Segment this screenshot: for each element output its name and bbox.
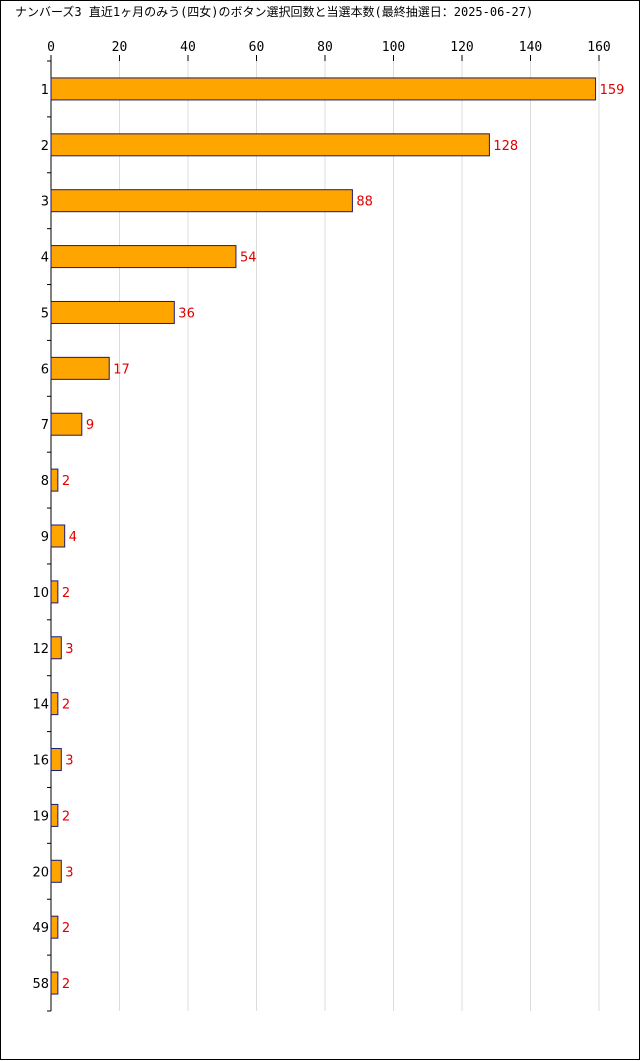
category-label-58: 58 [32,977,49,992]
value-label-49: 2 [62,921,70,936]
bar-1 [50,77,597,101]
category-label-20: 20 [32,865,49,880]
value-label-14: 2 [62,698,70,713]
category-label-9: 9 [41,530,49,545]
bar-20 [50,859,62,883]
bar-4 [50,245,237,269]
bar-10 [50,580,59,604]
category-label-16: 16 [32,754,49,769]
bar-2 [50,133,490,157]
value-label-12: 3 [65,642,73,657]
value-label-8: 2 [62,474,70,489]
category-label-19: 19 [32,809,49,824]
category-label-1: 1 [41,83,49,98]
bar-8 [50,468,59,492]
x-tick-label-0: 0 [47,40,55,55]
value-label-58: 2 [62,977,70,992]
bar-3 [50,189,353,213]
value-label-19: 2 [62,809,70,824]
value-label-5: 36 [178,306,195,321]
x-tick-label-160: 160 [587,40,610,55]
bar-5 [50,300,175,324]
x-tick-label-100: 100 [382,40,405,55]
bar-9 [50,524,66,548]
value-label-2: 128 [493,139,518,154]
bar-58 [50,971,59,995]
grid-lines [119,61,600,1011]
bar-16 [50,748,62,772]
category-label-8: 8 [41,474,49,489]
bar-7 [50,412,83,436]
bar-12 [50,636,62,660]
value-label-10: 2 [62,586,70,601]
bar-6 [50,356,110,380]
value-label-1: 159 [600,83,625,98]
x-tick-label-140: 140 [519,40,542,55]
category-label-7: 7 [41,418,49,433]
value-label-6: 17 [113,362,130,377]
x-tick-label-80: 80 [317,40,333,55]
bar-19 [50,803,59,827]
value-label-4: 54 [240,251,257,266]
category-label-5: 5 [41,306,49,321]
value-label-3: 88 [356,195,373,210]
bar-49 [50,915,59,939]
x-tick-label-60: 60 [249,40,265,55]
bar-14 [50,692,59,716]
bars [50,77,597,995]
category-label-12: 12 [32,642,49,657]
chart-title: ナンバーズ3 直近1ヶ月のみう(四女)のボタン選択回数と当選本数(最終抽選日：2… [15,4,533,19]
x-tick-label-40: 40 [180,40,196,55]
value-label-7: 9 [86,418,94,433]
category-label-49: 49 [32,921,49,936]
x-tick-label-20: 20 [112,40,128,55]
category-label-10: 10 [32,586,49,601]
category-label-3: 3 [41,195,49,210]
category-label-6: 6 [41,362,49,377]
value-label-20: 3 [65,865,73,880]
category-label-14: 14 [32,698,49,713]
value-label-9: 4 [69,530,77,545]
value-label-16: 3 [65,754,73,769]
category-label-4: 4 [41,251,49,266]
x-tick-label-120: 120 [450,40,473,55]
category-label-2: 2 [41,139,49,154]
